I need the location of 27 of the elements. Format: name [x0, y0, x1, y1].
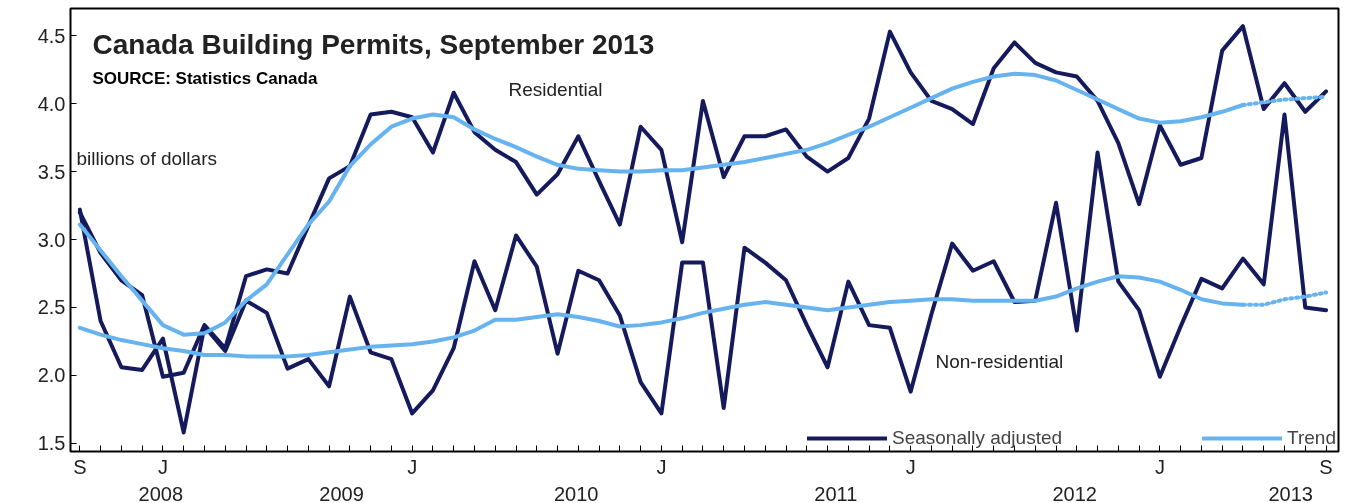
x-tick-label: J — [656, 455, 667, 478]
y-tick-label: 4.0 — [37, 92, 66, 115]
annotation: Residential — [508, 78, 603, 100]
y-tick-label: 3.5 — [37, 160, 66, 183]
legend-label: Seasonally adjusted — [891, 427, 1063, 449]
y-tick-label: 1.5 — [37, 432, 66, 455]
y-tick-label: 4.5 — [37, 24, 66, 47]
text: 2009 — [319, 482, 364, 503]
annotation: SOURCE: Statistics Canada — [92, 68, 318, 88]
x-tick-label: J — [157, 455, 168, 478]
text: 2008 — [138, 482, 184, 503]
x-tick-label: S — [1319, 455, 1333, 478]
x-tick-label: J — [407, 455, 418, 478]
text: 2010 — [554, 482, 599, 503]
legend-label: Trend — [1287, 427, 1336, 449]
y-tick-label: 2.5 — [37, 296, 66, 319]
x-tick-label: J — [905, 455, 916, 478]
y-tick-label: 3.0 — [37, 228, 66, 251]
x-tick-label: J — [1154, 455, 1165, 478]
y-axis-title: billions of dollars — [76, 147, 217, 169]
text: 2013 — [1268, 482, 1313, 503]
y-tick-label: 2.0 — [37, 364, 66, 387]
text: Canada Building Permits, September 2013 — [92, 28, 655, 60]
text: 2012 — [1052, 482, 1097, 503]
annotation: Non-residential — [935, 350, 1064, 372]
x-tick-label: S — [73, 455, 87, 478]
text: 2011 — [814, 482, 858, 503]
